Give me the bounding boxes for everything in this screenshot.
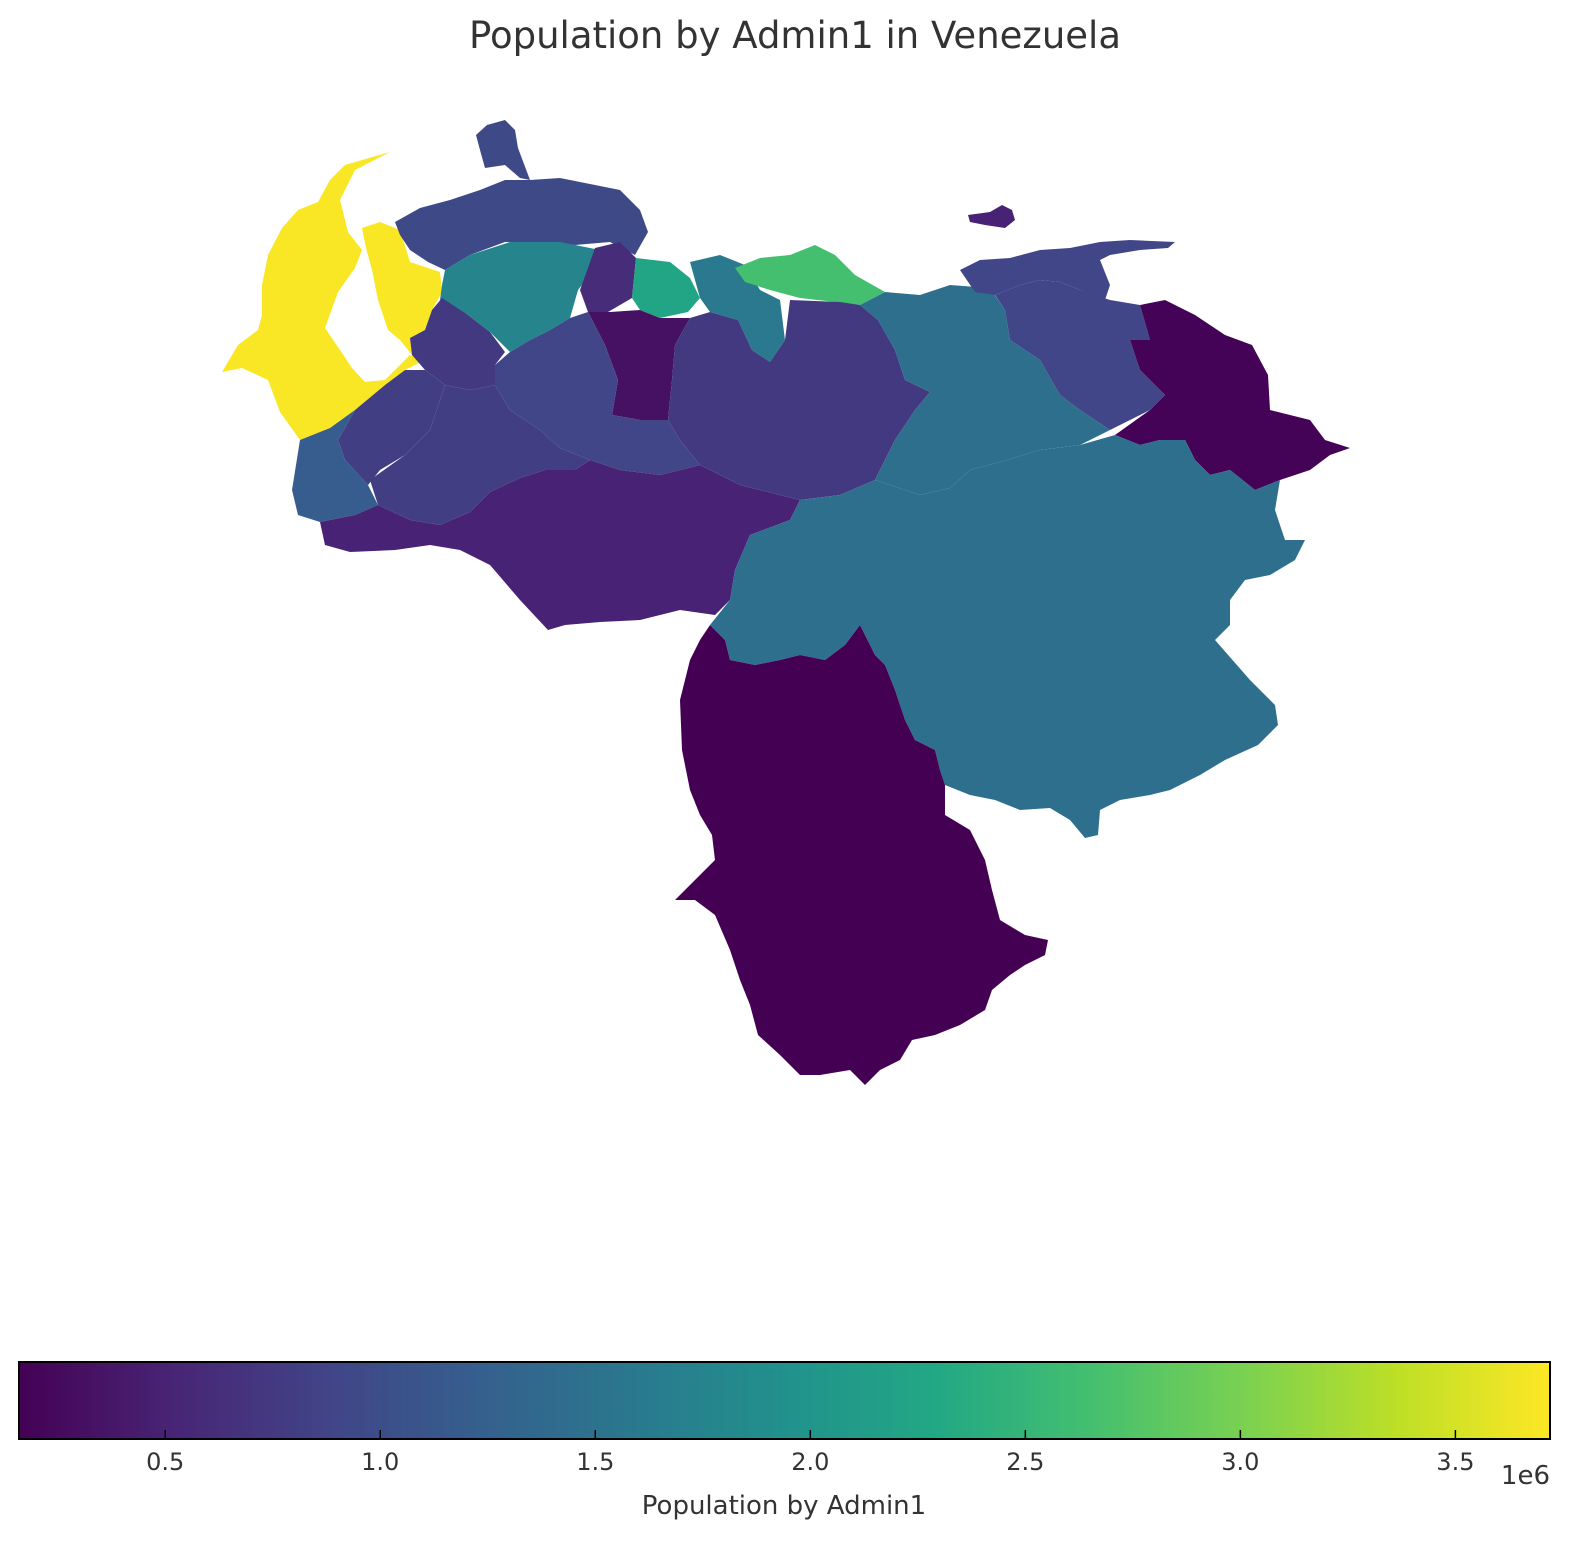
colorbar-tick-label: 1.0 — [361, 1448, 399, 1476]
region-monagas — [995, 280, 1165, 430]
region-trujillo — [410, 298, 505, 390]
colorbar: 0.5 1.0 1.5 2.0 2.5 3.0 3.5 Population by Admi… — [18, 1361, 1551, 1521]
colorbar-gradient — [19, 1362, 1550, 1439]
region-cojedes — [588, 310, 690, 420]
chart-title: Population by Admin1 in Venezuela — [468, 14, 1122, 57]
colorbar-tick-label: 1.5 — [576, 1448, 614, 1476]
region-aragua — [690, 255, 785, 362]
region-bolivar — [710, 435, 1305, 838]
region-nueva-esparta — [968, 205, 1015, 228]
colorbar-tick-label: 3.0 — [1221, 1448, 1259, 1476]
map-regions — [222, 120, 1350, 1085]
colorbar-tick-label: 2.5 — [1006, 1448, 1044, 1476]
region-zulia-east — [362, 222, 442, 355]
colorbar-tick-label: 2.0 — [791, 1448, 829, 1476]
region-falcon-paraguana — [476, 120, 530, 180]
region-merida — [338, 370, 445, 485]
region-apure — [320, 460, 800, 630]
region-anzoategui — [860, 285, 1110, 495]
region-yaracuy — [580, 242, 636, 312]
region-falcon — [395, 178, 648, 270]
region-tachira — [292, 410, 378, 522]
region-guarico — [668, 300, 930, 500]
colorbar-ticks: 0.5 1.0 1.5 2.0 2.5 3.0 3.5 — [146, 1430, 1474, 1476]
region-lara — [440, 242, 600, 352]
region-delta-amacuro — [1115, 300, 1350, 490]
colorbar-label: Population by Admin1 — [642, 1491, 926, 1521]
region-amazonas — [675, 625, 1048, 1085]
region-barinas — [370, 385, 590, 525]
region-portuguesa — [495, 312, 700, 475]
region-sucre — [960, 240, 1175, 300]
colorbar-tick-label: 0.5 — [146, 1448, 184, 1476]
region-vargas-miranda — [735, 245, 885, 305]
colorbar-multiplier: 1e6 — [1501, 1461, 1550, 1491]
region-carabobo — [632, 258, 700, 318]
colorbar-frame — [18, 1361, 1551, 1440]
colorbar-tick-label: 3.5 — [1436, 1448, 1474, 1476]
region-zulia-west — [222, 152, 425, 440]
